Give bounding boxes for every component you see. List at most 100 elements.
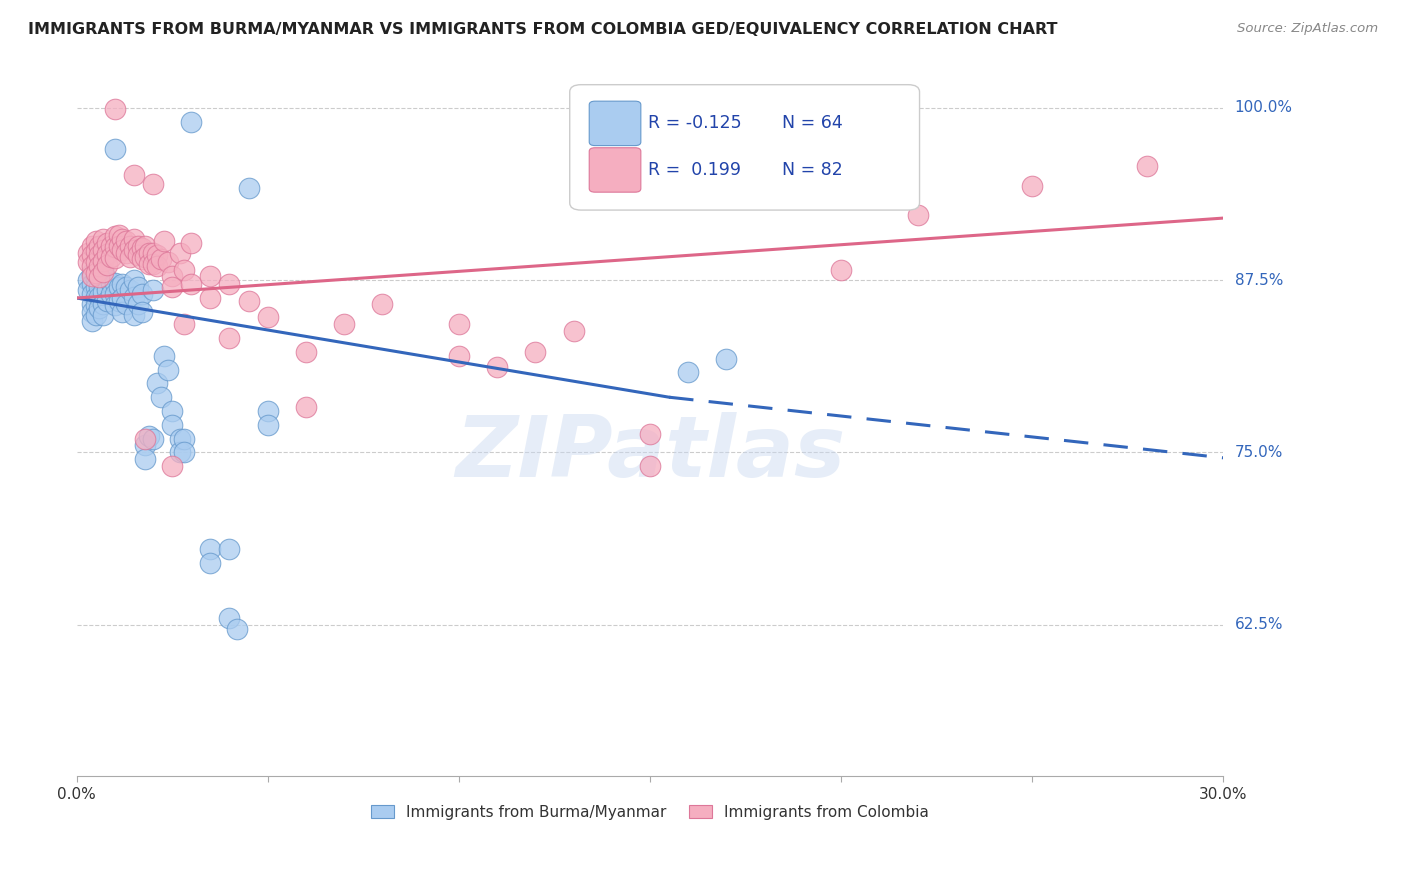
Point: [89, 301, 111, 315]
Point: [131, 252, 153, 267]
Point: [80, 268, 103, 283]
Point: [142, 256, 165, 270]
Point: [96, 283, 118, 297]
Point: [131, 305, 153, 319]
Point: [122, 273, 145, 287]
Point: [80, 277, 103, 292]
Point: [91, 296, 114, 310]
Point: [100, 238, 122, 252]
Point: [134, 250, 156, 264]
Point: [153, 235, 176, 249]
Point: [107, 227, 129, 242]
Point: [173, 263, 195, 277]
Point: [160, 404, 183, 418]
Point: [146, 248, 169, 262]
Point: [115, 296, 138, 310]
Point: [127, 238, 149, 252]
Point: [173, 317, 195, 331]
Point: [200, 291, 222, 305]
Point: [238, 180, 260, 194]
FancyBboxPatch shape: [589, 148, 641, 192]
Point: [169, 245, 191, 260]
Point: [486, 359, 509, 374]
Point: [107, 280, 129, 294]
Point: [138, 429, 160, 443]
Point: [149, 390, 172, 404]
Point: [638, 459, 661, 474]
Point: [146, 376, 169, 391]
Point: [142, 283, 165, 297]
Point: [142, 432, 165, 446]
Point: [200, 541, 222, 556]
Point: [200, 268, 222, 283]
Text: 87.5%: 87.5%: [1234, 273, 1282, 287]
FancyBboxPatch shape: [589, 101, 641, 145]
Point: [562, 324, 585, 338]
Point: [104, 142, 127, 156]
Point: [96, 271, 118, 285]
Point: [84, 298, 107, 312]
Point: [107, 238, 129, 252]
Point: [716, 351, 738, 366]
Point: [122, 169, 145, 183]
Point: [122, 232, 145, 246]
Point: [134, 432, 156, 446]
Point: [127, 296, 149, 310]
Point: [1021, 179, 1043, 194]
Point: [111, 291, 134, 305]
Text: N = 82: N = 82: [782, 161, 842, 179]
Point: [122, 290, 145, 304]
Point: [89, 248, 111, 262]
Point: [111, 277, 134, 292]
Point: [256, 404, 278, 418]
Point: [89, 270, 111, 285]
Point: [80, 260, 103, 274]
Point: [111, 243, 134, 257]
Point: [77, 255, 100, 269]
Point: [91, 263, 114, 277]
Point: [907, 208, 929, 222]
Point: [104, 102, 127, 116]
Point: [96, 235, 118, 250]
Point: [91, 232, 114, 246]
Point: [111, 305, 134, 319]
Point: [524, 344, 547, 359]
Point: [80, 238, 103, 252]
Point: [84, 266, 107, 280]
Point: [96, 258, 118, 272]
Point: [77, 245, 100, 260]
Point: [333, 317, 356, 331]
FancyBboxPatch shape: [569, 85, 920, 211]
Text: ZIPatlas: ZIPatlas: [456, 412, 845, 495]
Point: [104, 298, 127, 312]
Point: [134, 238, 156, 252]
Point: [146, 260, 169, 274]
Point: [160, 268, 183, 283]
Point: [157, 255, 180, 269]
Point: [100, 276, 122, 290]
Point: [160, 280, 183, 294]
Point: [295, 400, 318, 414]
Point: [122, 243, 145, 257]
Point: [77, 273, 100, 287]
Point: [115, 280, 138, 294]
Point: [138, 245, 160, 260]
Point: [447, 317, 470, 331]
Point: [120, 283, 142, 297]
Point: [127, 280, 149, 294]
Point: [115, 245, 138, 260]
Legend: Immigrants from Burma/Myanmar, Immigrants from Colombia: Immigrants from Burma/Myanmar, Immigrant…: [364, 798, 935, 826]
Point: [157, 362, 180, 376]
Point: [96, 293, 118, 308]
Point: [84, 308, 107, 322]
Point: [100, 286, 122, 301]
Point: [678, 366, 700, 380]
Text: R = -0.125: R = -0.125: [648, 114, 741, 132]
Point: [80, 314, 103, 328]
Point: [256, 417, 278, 432]
Point: [169, 445, 191, 459]
Point: [134, 452, 156, 467]
Point: [218, 541, 240, 556]
Point: [104, 251, 127, 265]
Point: [153, 349, 176, 363]
